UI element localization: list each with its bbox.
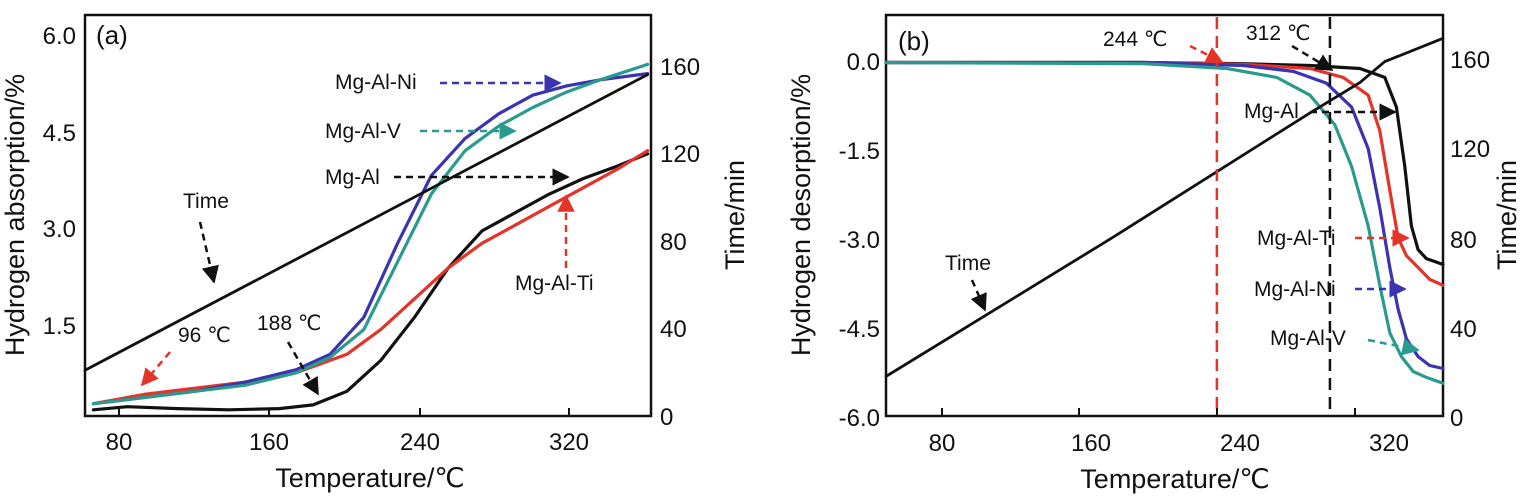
annotation-arrow-time — [198, 221, 219, 284]
y-axis-label-a: Hydrogen absorption/% — [0, 74, 30, 356]
y-tick-label: -3.0 — [839, 227, 880, 254]
annotation-mg-al: Mg-Al — [1244, 100, 1299, 123]
y2-axis-label-a: Time/min — [720, 160, 750, 270]
x-tick-label: 320 — [1369, 430, 1409, 457]
series-group-b — [884, 36, 1445, 385]
chart-b: (b) 80 160 240 320 Temperature/℃ 0.0 -1.… — [786, 13, 1522, 494]
y2-tick-label: 0 — [660, 404, 673, 431]
annotation-time: Time — [945, 252, 991, 275]
series-line-mg-al-ti — [91, 149, 650, 406]
x-tick-label: 240 — [1220, 430, 1260, 457]
y-tick-label: 3.0 — [43, 216, 76, 243]
annotation-mg-al: Mg-Al — [325, 166, 380, 189]
x-ticks-b: 80 160 240 320 — [929, 408, 1409, 457]
y-axis-label-b: Hydrogen desorption/% — [786, 74, 816, 356]
annotation-arrow-312c — [1291, 44, 1334, 72]
y-tick-label: 6.0 — [43, 23, 76, 50]
y-ticks-b: 0.0 -1.5 -3.0 -4.5 -6.0 — [839, 49, 880, 432]
annotation-96c: 96 ℃ — [178, 324, 231, 347]
y-tick-label: -4.5 — [839, 316, 880, 343]
series-line-mg-al — [884, 60, 1445, 267]
series-line-time — [884, 36, 1445, 378]
series-line-mg-al-v — [884, 60, 1445, 385]
series-line-time — [83, 73, 649, 372]
x-tick-label: 240 — [400, 429, 440, 456]
annotation-mg-al-v: Mg-Al-V — [325, 120, 401, 143]
annotations-b: 244 ℃ 312 ℃ Mg-Al Mg-Al-Ti Mg-Al-Ni Mg-A… — [945, 22, 1420, 356]
y2-tick-label: 160 — [1450, 47, 1490, 74]
y2-tick-label: 80 — [660, 229, 687, 256]
series-line-mg-al-ni — [884, 60, 1445, 371]
annotation-244c: 244 ℃ — [1103, 28, 1167, 51]
annotation-time: Time — [183, 190, 229, 213]
annotation-mg-al-v: Mg-Al-V — [1270, 327, 1346, 350]
plot-frame-b — [884, 13, 1445, 418]
y2-tick-label: 0 — [1450, 405, 1463, 432]
annotation-mg-al-ti: Mg-Al-Ti — [1257, 227, 1336, 250]
series-line-mg-al — [91, 152, 650, 412]
series-line-mg-al-v — [91, 62, 650, 406]
annotation-mg-al-ni: Mg-Al-Ni — [335, 71, 417, 94]
x-axis-label-b: Temperature/℃ — [1080, 464, 1269, 494]
series-group-a — [83, 62, 650, 412]
y-tick-label: 1.5 — [43, 313, 76, 340]
x-ticks-a: 80 160 240 320 — [106, 408, 589, 456]
chart-a: (a) 80 160 240 320 Temperature/℃ 1.5 3.0… — [0, 13, 750, 493]
y-tick-label: 0.0 — [847, 49, 880, 76]
y2-tick-label: 160 — [660, 54, 700, 81]
x-axis-label-a: Temperature/℃ — [275, 463, 464, 493]
annotation-mg-al-ti: Mg-Al-Ti — [515, 272, 594, 295]
y2-ticks-b: 0 40 80 120 160 — [1450, 47, 1490, 432]
y-tick-label: -1.5 — [839, 138, 880, 165]
annotation-mg-al-ni: Mg-Al-Ni — [1254, 278, 1336, 301]
annotation-arrow-244c — [1189, 44, 1224, 64]
y2-tick-label: 120 — [660, 141, 700, 168]
annotation-188c: 188 ℃ — [257, 312, 321, 335]
panel-label-a: (a) — [96, 20, 128, 50]
y2-tick-label: 40 — [660, 316, 687, 343]
x-tick-label: 320 — [549, 429, 589, 456]
y2-ticks-a: 0 40 80 120 160 — [660, 54, 700, 431]
x-tick-label: 80 — [106, 429, 133, 456]
annotation-arrow-96c — [140, 351, 171, 387]
y2-tick-label: 80 — [1450, 227, 1477, 254]
y-tick-label: 4.5 — [43, 120, 76, 147]
x-tick-label: 160 — [249, 429, 289, 456]
annotation-arrow-mg-al-v — [1367, 338, 1420, 356]
y2-tick-label: 40 — [1450, 316, 1477, 343]
annotation-312c: 312 ℃ — [1246, 22, 1310, 45]
annotation-arrow-time — [970, 279, 987, 312]
x-tick-label: 80 — [929, 430, 956, 457]
annotation-arrow-188c — [286, 341, 320, 396]
y-ticks-a: 1.5 3.0 4.5 6.0 — [43, 23, 76, 340]
annotations-a: Mg-Al-Ni Mg-Al-V Mg-Al Mg-Al-Ti Time 96 … — [140, 71, 594, 396]
markers-group-b — [1215, 17, 1332, 414]
plot-frame-a — [83, 13, 653, 418]
x-tick-label: 160 — [1071, 430, 1111, 457]
y2-tick-label: 120 — [1450, 136, 1490, 163]
panel-label-b: (b) — [898, 26, 930, 56]
y-tick-label: -6.0 — [839, 405, 880, 432]
y2-axis-label-b: Time/min — [1492, 160, 1522, 270]
